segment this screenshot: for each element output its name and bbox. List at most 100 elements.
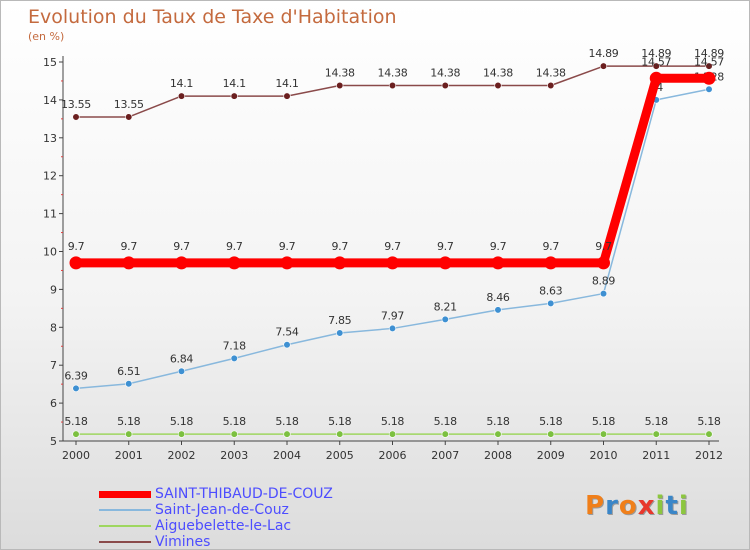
legend-swatch-vimines [99,541,151,543]
data-point [122,256,136,270]
data-point [230,92,238,100]
data-label: 9.7 [384,240,401,253]
chart-legend: SAINT-THIBAUD-DE-COUZ Saint-Jean-de-Couz… [99,486,333,550]
data-point [283,92,291,100]
data-label: 5.18 [381,415,405,428]
data-point [599,430,608,438]
data-point [336,430,344,438]
data-label: 9.7 [331,240,348,253]
logo-letter: i [655,491,666,521]
data-point [544,256,558,270]
y-tick-label: 12 [43,170,57,183]
legend-swatch-aiguebelette-le-lac [99,525,151,527]
data-point [649,71,663,85]
data-label: 5.18 [328,415,352,428]
series-aiguebelette-le-lac: 5.18 5.18 5.18 5.18 5.18 5.18 5.18 5.18 5.18 5.18… [64,415,721,438]
y-tick-label: 5 [50,435,57,448]
data-point [491,256,505,270]
data-point [652,430,660,438]
data-label: 14.89 [641,47,671,60]
y-tick-label: 15 [43,56,57,69]
data-point [494,306,502,314]
data-label: 5.18 [486,415,510,428]
y-tick-label: 8 [50,321,57,334]
x-tick-label: 2010 [590,449,618,462]
legend-swatch-saint-thibaud-de-couz [99,490,151,498]
data-label: 14.57 [641,55,671,68]
chart-unit-label: (en %) [28,30,65,43]
data-label: 5.18 [697,415,721,428]
data-point [175,256,188,270]
logo-letter: x [637,491,656,521]
data-label: 14.38 [536,66,566,79]
logo-letter: r [605,491,619,521]
data-point [702,71,716,85]
legend-item-saint-jean-de-couz[interactable]: Saint-Jean-de-Couz [99,502,333,518]
series-line [71,73,714,268]
y-tick-label: 13 [43,132,57,145]
data-label: 14.89 [589,47,619,60]
data-label: 5.18 [539,415,563,428]
data-point [283,341,291,349]
chart-title: Evolution du Taux de Taxe d'Habitation [28,6,397,28]
data-label: 9.7 [490,240,507,253]
legend-item-vimines[interactable]: Vimines [99,534,333,550]
x-tick-label: 2011 [642,449,670,462]
data-point [438,256,452,270]
data-label: 14.38 [430,66,460,79]
legend-item-aiguebelette-le-lac[interactable]: Aiguebelette-le-Lac [99,518,333,534]
legend-label: SAINT-THIBAUD-DE-COUZ [155,486,333,502]
data-label: 7.54 [275,326,299,339]
data-point [336,329,344,337]
data-label: 5.18 [64,415,88,428]
data-point [441,81,449,90]
data-point [705,62,713,70]
y-tick-label: 7 [50,359,57,372]
data-point [388,81,397,90]
proxiti-logo: Proxiti [585,491,689,521]
data-label: 14.38 [483,66,513,79]
data-label: 14.1 [223,77,246,90]
logo-letter: i [678,491,689,521]
x-tick-label: 2006 [379,449,407,462]
data-label: 9.7 [120,240,137,253]
data-label: 6.84 [170,352,194,365]
data-label: 9.7 [68,240,85,253]
x-tick-label: 2009 [537,449,565,462]
legend-label: Aiguebelette-le-Lac [155,518,292,534]
data-point [599,289,608,298]
x-tick-label: 2008 [484,449,512,462]
data-point [599,62,608,70]
legend-label: Vimines [155,534,211,550]
data-label: 9.7 [437,240,454,253]
data-label: 5.18 [223,415,247,428]
data-point [386,256,399,270]
data-label: 5.18 [592,415,616,428]
data-label: 7.97 [381,309,405,322]
data-point [547,81,555,90]
data-point [230,430,238,438]
data-label: 14.1 [170,77,193,90]
series-saint-jean-de-couz: 6.39 6.51 6.84 7.18 7.54 7.85 7.97 8.21 8.46 8.63… [64,70,725,392]
data-label: 5.18 [117,415,141,428]
data-label: 13.55 [114,98,144,111]
x-tick-label: 2001 [115,449,143,462]
data-point [125,113,133,121]
data-point [69,256,83,270]
data-label: 5.18 [645,415,669,428]
x-tick-label: 2003 [220,449,248,462]
data-label: 14.57 [694,55,724,68]
series-vimines: 13.55 13.55 14.1 14.1 14.1 14.38 14.38 14.38 14.… [61,47,725,121]
data-label: 7.18 [223,339,247,352]
data-label: 14.38 [325,66,355,79]
data-point [494,81,502,90]
data-label: 8.21 [434,300,457,313]
logo-letter: t [665,491,679,521]
legend-item-saint-thibaud-de-couz[interactable]: SAINT-THIBAUD-DE-COUZ [99,486,333,502]
x-tick-label: 2007 [431,449,459,462]
data-point [652,62,660,70]
data-point [547,430,555,438]
data-point [705,430,713,438]
